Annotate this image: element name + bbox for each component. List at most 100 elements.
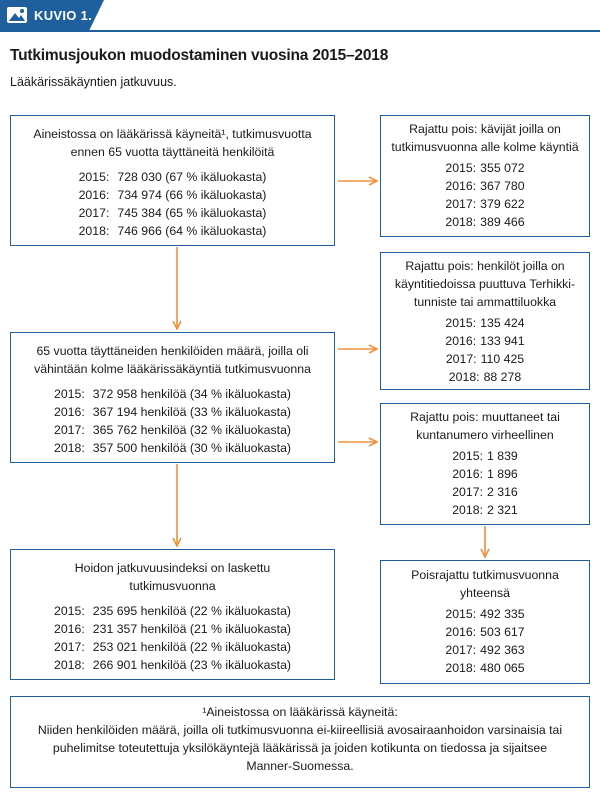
row-value: 367 780 [480,179,525,193]
row-value: 133 941 [480,334,525,348]
data-row: 2015: 1 839 [403,447,567,465]
row-year: 2015: [445,607,477,621]
data-row: 2016: 734 974 (66 % ikäluokasta) [79,186,267,204]
row-value: 235 695 henkilöä (22 % ikäluokasta) [92,604,292,618]
data-row: 2016: 503 617 [411,623,559,641]
row-year: 2017: [53,640,85,654]
data-row: 2015: 372 958 henkilöä (34 % ikäluokasta) [54,385,291,403]
box-header: Rajattu pois: muuttaneet tai kuntanumero… [410,410,560,442]
row-value: 728 030 (67 % ikäluokasta) [117,170,267,184]
row-value: 503 617 [480,625,525,639]
row-value: 367 194 henkilöä (33 % ikäluokasta) [92,405,292,419]
row-year: 2015: [53,387,85,401]
row-year: 2015: [445,316,477,330]
box-rows: 2015: 235 695 henkilöä (22 % ikäluokasta)… [54,602,291,674]
row-value: 480 065 [480,661,525,675]
figure-header-bar [0,0,600,32]
data-row: 2016: 1 896 [403,465,567,483]
row-year: 2015: [452,449,483,463]
row-value: 355 072 [480,161,525,175]
row-value: 379 622 [480,197,525,211]
box-header: Aineistossa on lääkärissä käyneitä¹, tut… [33,127,312,159]
row-year: 2018: [445,215,477,229]
data-row: 2017: 745 384 (65 % ikäluokasta) [79,204,267,222]
row-year: 2015: [445,161,477,175]
row-year: 2018: [53,441,85,455]
box-excluded-total: Poisrajattu tutkimusvuonna yhteensä 2015… [380,560,590,684]
row-value: 745 384 (65 % ikäluokasta) [117,206,267,220]
data-row: 2018: 266 901 henkilöä (23 % ikäluokasta) [54,656,291,674]
row-year: 2016: [445,179,477,193]
box-excluded-few-visits: Rajattu pois: kävijät joilla on tutkimus… [380,115,590,237]
data-row: 2016: 367 194 henkilöä (33 % ikäluokasta) [54,403,291,421]
data-row: 2018: 746 966 (64 % ikäluokasta) [79,222,267,240]
box-header: Rajattu pois: kävijät joilla on tutkimus… [391,122,579,154]
row-year: 2016: [53,405,85,419]
row-value: 110 425 [480,352,525,366]
data-row: 2017: 253 021 henkilöä (22 % ikäluokasta) [54,638,291,656]
box-header: Hoidon jatkuvuusindeksi on laskettu tutk… [74,561,271,593]
footnote-box: ¹Aineistossa on lääkärissä käyneitä: Nii… [10,696,590,788]
box-three-visits: 65 vuotta täyttäneiden henkilöiden määrä… [10,332,335,463]
data-row: 2015: 235 695 henkilöä (22 % ikäluokasta) [54,602,291,620]
data-row: 2017: 492 363 [411,641,559,659]
box-excluded-moved: Rajattu pois: muuttaneet tai kuntanumero… [380,403,590,525]
row-value: 372 958 henkilöä (34 % ikäluokasta) [92,387,292,401]
image-icon [7,7,27,23]
data-row: 2017: 365 762 henkilöä (32 % ikäluokasta) [54,421,291,439]
data-row: 2015: 728 030 (67 % ikäluokasta) [79,168,267,186]
data-row: 2016: 133 941 [391,332,579,350]
row-value: 1 896 [487,467,518,481]
data-row: 2016: 231 357 henkilöä (21 % ikäluokasta) [54,620,291,638]
box-header: 65 vuotta täyttäneiden henkilöiden määrä… [34,344,311,376]
figure-tag-label: KUVIO 1. [34,7,93,23]
figure-title: Tutkimusjoukon muodostaminen vuosina 201… [10,47,389,64]
footnote-text: Niiden henkilöiden määrä, joilla oli tut… [37,723,563,773]
row-year: 2016: [78,188,110,202]
footnote-title: ¹Aineistossa on lääkärissä käyneitä: [202,705,398,719]
row-year: 2018: [53,658,85,672]
figure-subtitle: Lääkärissäkäyntien jatkuvuus. [10,75,177,89]
row-value: 88 278 [483,370,522,384]
row-value: 2 316 [487,485,518,499]
data-row: 2018: 88 278 [391,368,579,386]
data-row: 2015: 492 335 [411,605,559,623]
data-row: 2017: 2 316 [403,483,567,501]
row-year: 2016: [53,622,85,636]
row-year: 2016: [445,625,477,639]
row-value: 2 321 [487,503,518,517]
row-value: 1 839 [487,449,518,463]
row-year: 2016: [445,334,477,348]
box-all-visitors: Aineistossa on lääkärissä käyneitä¹, tut… [10,115,335,246]
row-year: 2017: [452,485,483,499]
data-row: 2017: 379 622 [387,195,583,213]
row-year: 2017: [78,206,110,220]
data-row: 2017: 110 425 [391,350,579,368]
row-year: 2018: [452,503,483,517]
row-year: 2018: [78,224,110,238]
row-value: 389 466 [480,215,525,229]
box-rows: 2015: 728 030 (67 % ikäluokasta) 2016: 734… [79,168,267,240]
row-value: 734 974 (66 % ikäluokasta) [117,188,267,202]
box-rows: 2015: 372 958 henkilöä (34 % ikäluokasta)… [54,385,291,457]
data-row: 2018: 357 500 henkilöä (30 % ikäluokasta) [54,439,291,457]
box-header: Poisrajattu tutkimusvuonna yhteensä [411,568,559,600]
box-rows: 2015: 135 424 2016: 133 941 2017: 110 425 2… [391,314,579,386]
row-value: 492 363 [480,643,525,657]
row-year: 2017: [445,352,477,366]
row-value: 231 357 henkilöä (21 % ikäluokasta) [92,622,292,636]
data-row: 2018: 389 466 [387,213,583,231]
row-year: 2018: [448,370,480,384]
row-value: 135 424 [480,316,525,330]
box-header: Rajattu pois: henkilöt joilla on käyntit… [394,259,576,309]
row-year: 2017: [53,423,85,437]
row-value: 253 021 henkilöä (22 % ikäluokasta) [92,640,292,654]
data-row: 2015: 135 424 [391,314,579,332]
data-row: 2015: 355 072 [387,159,583,177]
box-rows: 2015: 1 839 2016: 1 896 2017: 2 316 2018: 2 … [403,447,567,519]
data-row: 2016: 367 780 [387,177,583,195]
row-value: 365 762 henkilöä (32 % ikäluokasta) [92,423,292,437]
row-year: 2016: [452,467,483,481]
row-year: 2017: [445,197,477,211]
